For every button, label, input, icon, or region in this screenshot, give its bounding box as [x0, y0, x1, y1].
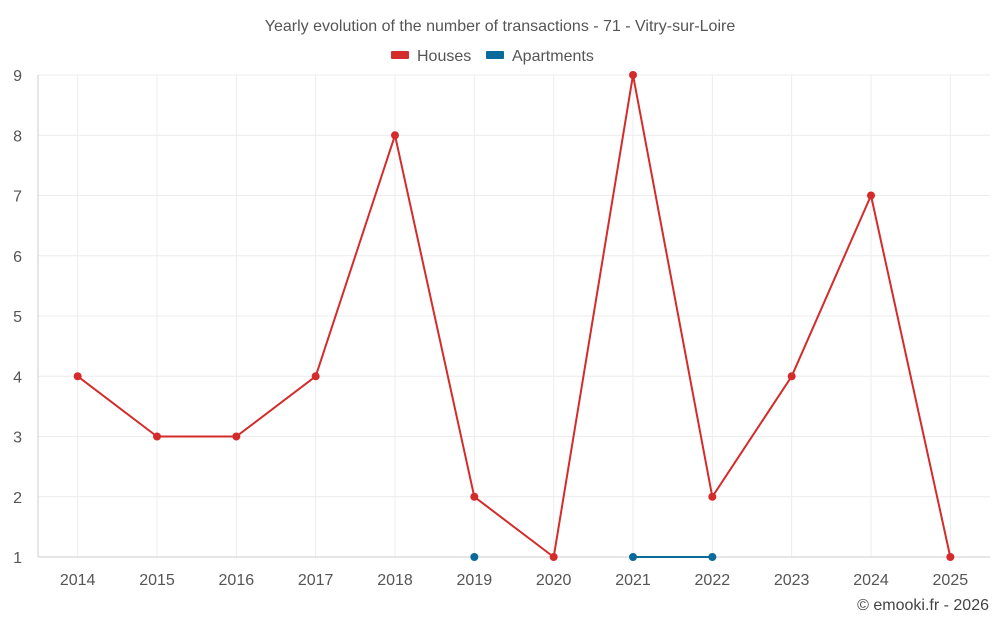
x-tick-label: 2014: [60, 572, 96, 589]
legend-swatch-houses: [391, 51, 409, 59]
x-tick-label: 2018: [377, 572, 413, 589]
credit-text: © emooki.fr - 2026: [857, 597, 989, 614]
data-point-houses[interactable]: [867, 191, 875, 200]
legend-label-houses: Houses: [417, 48, 471, 65]
axes: [37, 75, 990, 558]
y-tick-label: 5: [13, 309, 22, 326]
data-point-houses[interactable]: [153, 432, 161, 441]
y-tick-label: 3: [13, 430, 22, 447]
grid: [38, 74, 990, 557]
data-point-houses[interactable]: [311, 372, 320, 381]
data-point-houses[interactable]: [629, 71, 637, 79]
x-tick-label: 2022: [695, 572, 731, 589]
data-point-houses[interactable]: [470, 492, 479, 501]
y-tick-label: 8: [13, 128, 22, 145]
data-point-houses[interactable]: [232, 432, 241, 441]
y-tick-label: 9: [13, 68, 22, 85]
x-axis-ticks: 2014 2015 2016 2017 2018 2019 2020 2021 2022 2023…: [60, 572, 968, 589]
y-axis-ticks: 1 2 3 4 5 6 7 8 9: [13, 68, 22, 567]
x-tick-label: 2019: [457, 572, 493, 589]
series: [73, 71, 955, 561]
series-houses: [73, 71, 955, 561]
data-point-houses[interactable]: [708, 492, 717, 501]
x-tick-label: 2016: [219, 572, 255, 589]
series-line-houses: [77, 74, 952, 558]
legend: Houses Apartments: [391, 48, 594, 65]
data-point-houses[interactable]: [787, 372, 796, 381]
data-point-houses[interactable]: [946, 553, 955, 561]
legend-label-apartments: Apartments: [512, 48, 594, 65]
x-tick-label: 2024: [853, 572, 889, 589]
y-tick-label: 1: [13, 550, 22, 567]
data-point-houses[interactable]: [549, 553, 558, 561]
y-tick-label: 2: [13, 490, 22, 507]
y-tick-label: 7: [13, 189, 22, 206]
data-point-houses[interactable]: [391, 131, 399, 140]
chart-title: Yearly evolution of the number of transa…: [265, 18, 736, 35]
x-tick-label: 2015: [139, 572, 175, 589]
data-point-houses[interactable]: [73, 372, 82, 381]
series-apartments: [470, 553, 717, 561]
x-tick-label: 2025: [933, 572, 969, 589]
legend-item-apartments[interactable]: Apartments: [486, 48, 594, 65]
data-point-apartments[interactable]: [470, 553, 479, 561]
x-tick-label: 2017: [298, 572, 334, 589]
y-tick-label: 6: [13, 249, 22, 266]
x-tick-label: 2020: [536, 572, 572, 589]
legend-swatch-apartments: [486, 51, 504, 59]
y-tick-label: 4: [13, 369, 22, 386]
legend-item-houses[interactable]: Houses: [391, 48, 471, 65]
data-point-apartments[interactable]: [629, 553, 637, 561]
x-tick-label: 2023: [774, 572, 810, 589]
data-point-apartments[interactable]: [708, 553, 717, 561]
x-tick-label: 2021: [615, 572, 651, 589]
